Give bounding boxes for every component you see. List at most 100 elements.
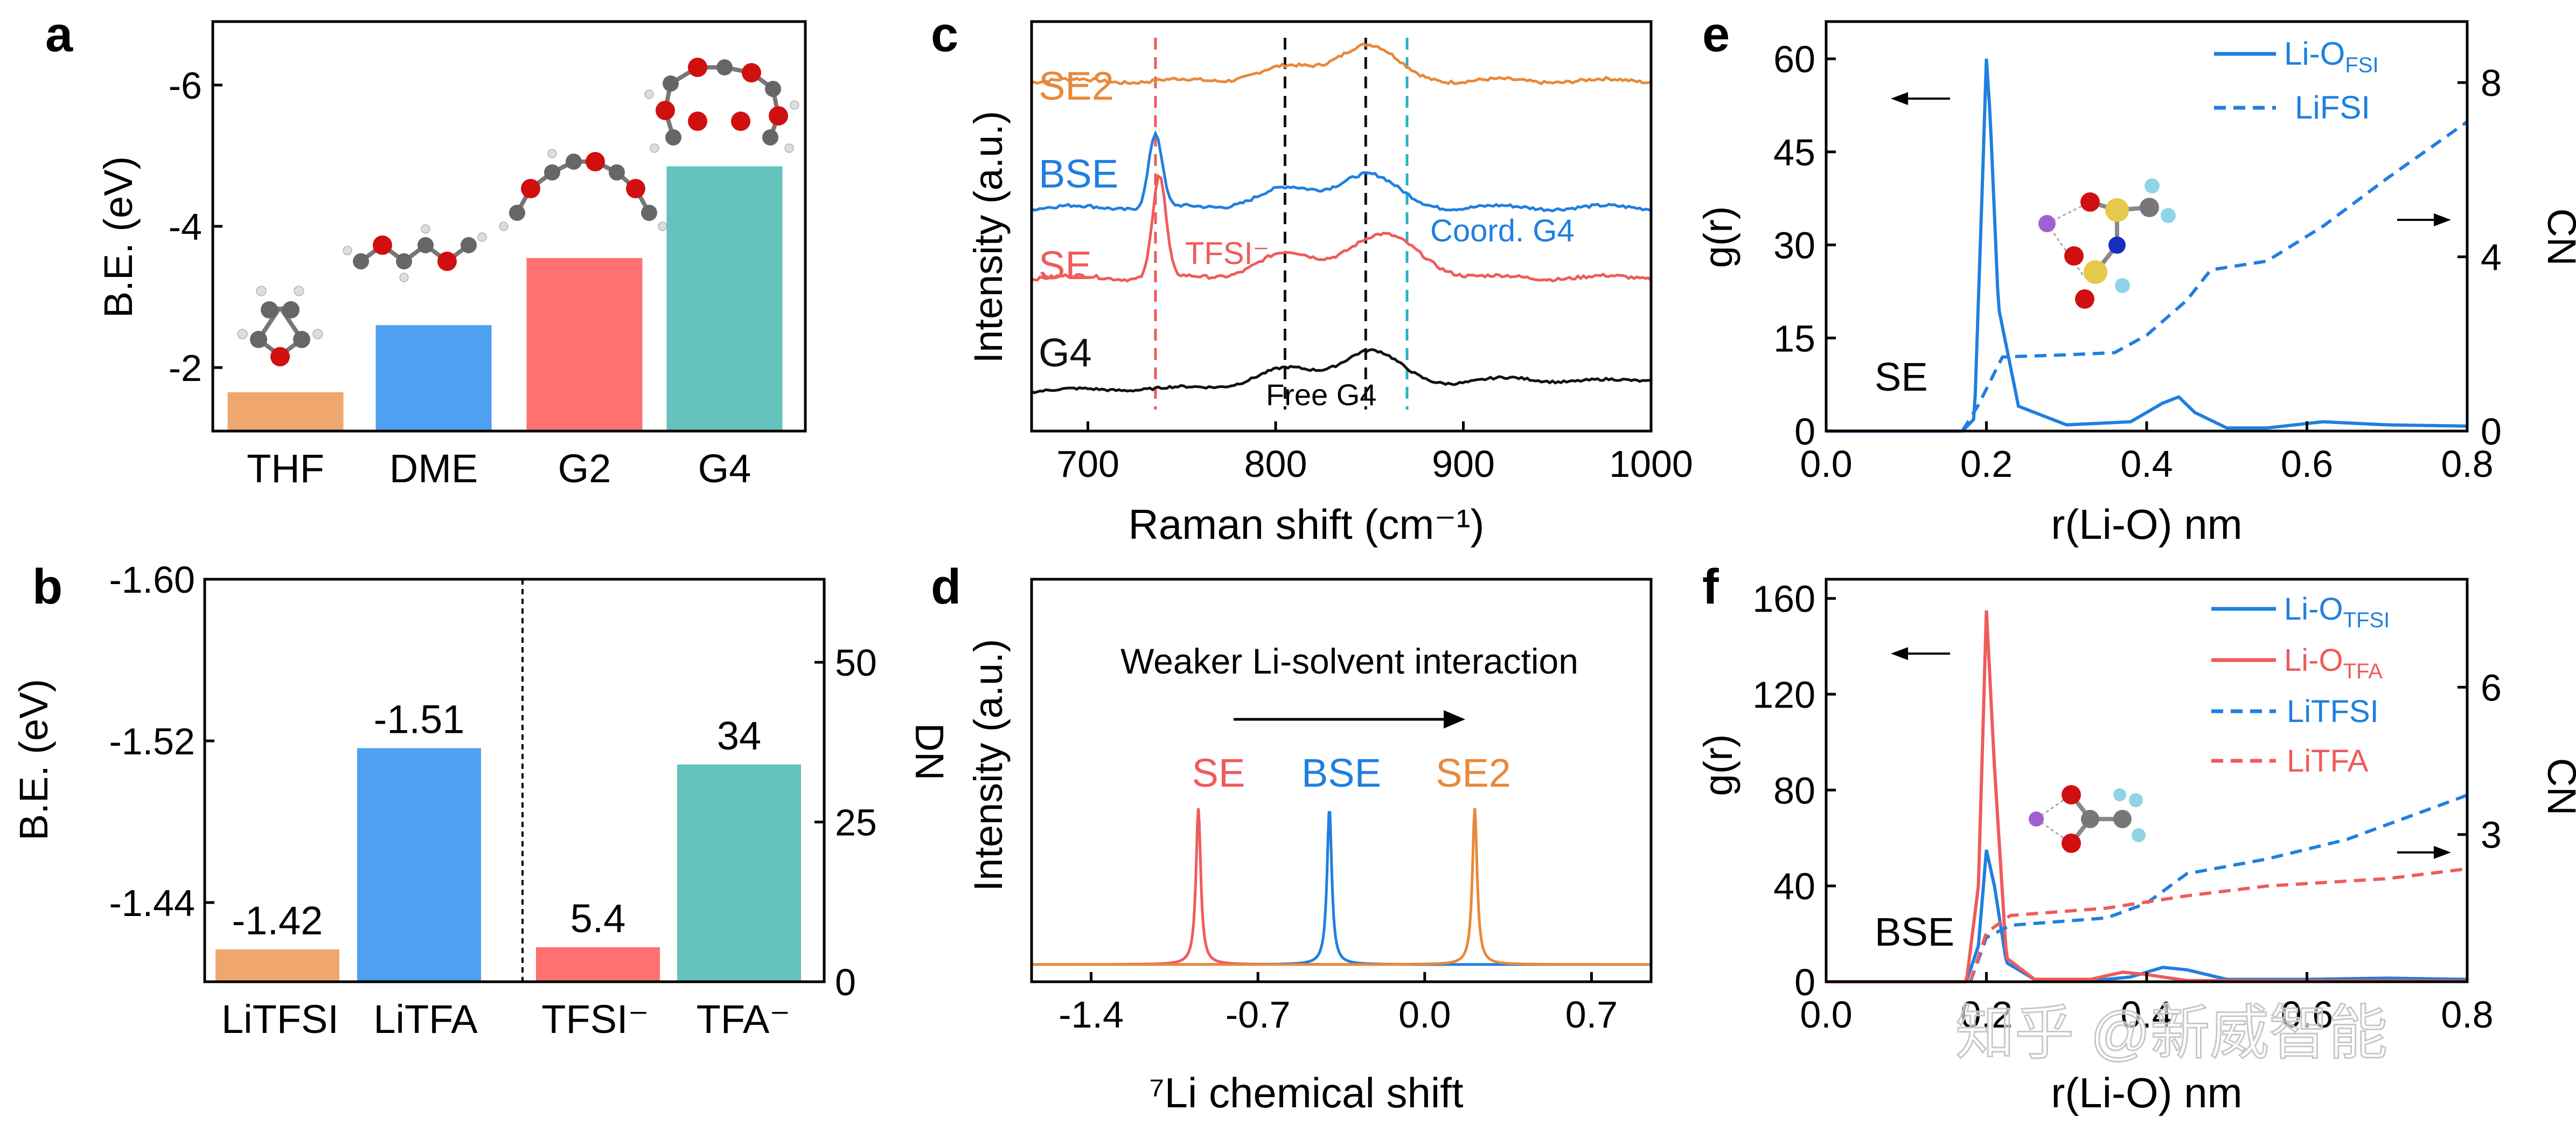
panel-b-bar-dn (677, 764, 801, 982)
pe-ytick-label: 30 (1773, 225, 1815, 267)
panel-a-xtick-label: G4 (698, 446, 751, 491)
pf-ytick-label-right: 6 (2481, 667, 2502, 709)
panel-b-xtick-label: LiTFA (373, 997, 478, 1042)
panel-c-annotation-coord-g4: Coord. G4 (1430, 213, 1575, 248)
molecule-g2 (499, 149, 667, 231)
panel-b-ytick-label: -1.60 (109, 559, 195, 601)
panel-label-c: c (931, 7, 958, 62)
pf-xtick-label: 0.8 (2441, 994, 2493, 1036)
pe-ytick-label: 15 (1773, 317, 1815, 359)
panel-e: e g(r) CN r(Li-O) nm 0 15 30 45 60 0 4 8 0.0 0.… (1696, 7, 2576, 548)
pe-ytick-label-right: 0 (2481, 411, 2502, 453)
panel-d-frame (1030, 578, 1653, 983)
panel-a-bar-g2 (526, 258, 643, 431)
panel-d-peak-se2 (1032, 808, 1651, 966)
pe-xtick-label: 0.4 (2120, 443, 2173, 485)
panel-d-ylabel: Intensity (a.u.) (966, 639, 1011, 892)
panel-b-ylabel-left: B.E. (eV) (11, 679, 56, 841)
panel-b-xtick-label: TFA⁻ (697, 997, 791, 1042)
panel-f-xlabel: r(Li-O) nm (2051, 1069, 2242, 1116)
panel-d-series-bse: BSE (1301, 751, 1381, 795)
panel-b-ytick-label: -1.44 (109, 882, 195, 924)
panel-b-ylabel-right: DN (907, 723, 952, 781)
panel-d-annotation: Weaker Li-solvent interaction (1120, 641, 1578, 681)
panel-a-bar-dme (375, 325, 492, 431)
panel-b-bar-be (357, 748, 481, 982)
panel-d-peak-bse (1032, 811, 1651, 966)
panel-b-bar-value-label: -1.51 (374, 697, 465, 742)
panel-label-b: b (32, 559, 62, 614)
pf-ytick-label: 80 (1773, 769, 1815, 811)
panel-e-legend-label-2: LiFSI (2295, 89, 2370, 126)
panel-f-arrow-right (2397, 846, 2451, 859)
molecule-tfa (2029, 785, 2146, 853)
panel-d-series-se: SE (1192, 751, 1245, 795)
pe-ytick-label-right: 4 (2481, 237, 2502, 279)
panel-c-spectrum-se2 (1031, 42, 1652, 86)
panel-a-bar-g4 (666, 166, 783, 431)
pf-ytick-label: 160 (1752, 578, 1815, 620)
panel-c-xtick-label: 800 (1244, 443, 1307, 485)
pe-xtick-label: 0.6 (2281, 443, 2333, 485)
molecule-fsi (2038, 178, 2176, 309)
panel-d-peak-se (1032, 808, 1651, 966)
panel-label-f: f (1702, 559, 1719, 614)
molecule-thf (237, 286, 323, 366)
pf-ytick-label-right: 3 (2481, 814, 2502, 856)
panel-d-series-se2: SE2 (1436, 751, 1511, 795)
pf-xtick-label: 0.6 (2281, 994, 2333, 1036)
panel-b-bar-value-label: 5.4 (570, 896, 626, 941)
panel-a-ylabel: B.E. (eV) (96, 156, 141, 318)
panel-b-ytick-label-right: 0 (835, 961, 856, 1003)
panel-f-legend-label-1: Li-OTFSI (2284, 592, 2390, 632)
panel-b-ytick-label-right: 50 (835, 642, 877, 684)
panel-a-xtick-label: G2 (558, 446, 611, 491)
pe-xtick-label: 0.8 (2441, 443, 2493, 485)
pf-ytick-label: 0 (1794, 961, 1815, 1003)
panel-f-arrow-left (1891, 647, 1950, 660)
panel-f-ylabel: g(r) (1696, 734, 1740, 796)
panel-c-ylabel: Intensity (a.u.) (966, 111, 1011, 364)
panel-b-bar-value-label: 34 (717, 713, 761, 758)
panel-b-ytick-label: -1.52 (109, 720, 195, 762)
pe-ytick-label: 45 (1773, 131, 1815, 174)
molecule-g4 (644, 58, 799, 153)
panel-c-xtick-label: 700 (1056, 443, 1119, 485)
panel-b-bar-be (215, 949, 339, 982)
panel-c-spectrum-g4 (1031, 348, 1652, 394)
panel-f-cn-litfa (1968, 867, 2468, 982)
panel-c-xtick-label: 1000 (1609, 443, 1693, 485)
panel-b-xtick-label: LiTFSI (221, 997, 339, 1042)
panel-c-spectrum-bse (1031, 130, 1652, 213)
panel-f-legend-label-2: Li-OTFA (2284, 643, 2383, 683)
pf-ytick-label: 120 (1752, 674, 1815, 716)
panel-a-xtick-label: THF (247, 446, 324, 491)
panel-e-xlabel: r(Li-O) nm (2051, 501, 2242, 548)
panel-b: b B.E. (eV) DN -1.42 -1.51 5.4 34 -1.44 -1.5… (11, 559, 952, 1042)
panel-a-ytick-label: -2 (169, 347, 202, 389)
panel-e-ylabel-right: CN (2539, 209, 2576, 266)
molecule-dme (343, 224, 487, 282)
watermark: 知乎 @新威智能 (1955, 1000, 2387, 1066)
panel-d-xtick-label: 0.7 (1565, 994, 1618, 1036)
panel-d-xtick-label: 0.0 (1398, 994, 1451, 1036)
panel-e-label: SE (1875, 355, 1928, 399)
panel-b-bar-dn (536, 947, 660, 982)
panel-f-cn-litfsi (1968, 793, 2468, 983)
panel-b-frame (203, 578, 826, 983)
pe-xtick-label: 0.2 (1960, 443, 2013, 485)
panel-c-series-se: SE (1039, 243, 1092, 288)
panel-f: f g(r) CN r(Li-O) nm 0 40 80 120 160 3 6 0.0 0… (1696, 559, 2576, 1116)
pe-ytick-label: 60 (1773, 38, 1815, 80)
panel-c: c Intensity (a.u.) Raman shift (cm⁻¹) 70… (931, 7, 1693, 548)
panel-e-frame (1825, 20, 2469, 433)
panel-f-label: BSE (1875, 910, 1954, 954)
panel-a-ytick-label: -4 (169, 206, 202, 248)
panel-d: d Intensity (a.u.) ⁷Li chemical shift -1… (931, 559, 1653, 1116)
panel-b-ytick-label-right: 25 (835, 802, 877, 844)
panel-label-e: e (1702, 7, 1730, 62)
panel-e-arrow-right (2397, 213, 2451, 226)
pe-xtick-label: 0.0 (1800, 443, 1852, 485)
pf-xtick-label: 0.0 (1800, 994, 1852, 1036)
panel-d-xtick-label: -0.7 (1226, 994, 1291, 1036)
